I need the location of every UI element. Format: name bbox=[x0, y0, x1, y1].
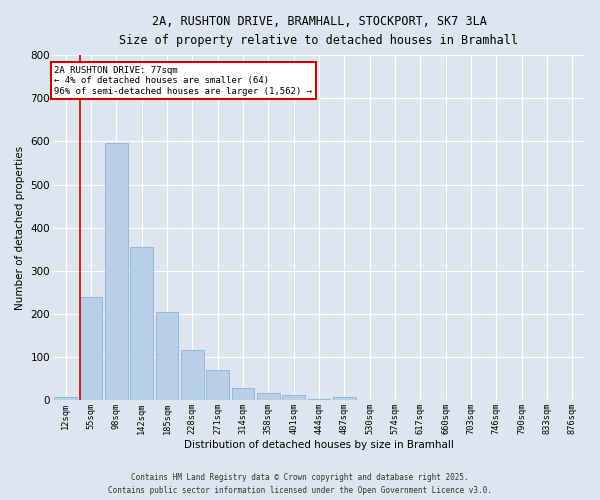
Bar bbox=[105, 142, 128, 400]
Bar bbox=[54, 396, 77, 400]
Y-axis label: Number of detached properties: Number of detached properties bbox=[15, 146, 25, 310]
Bar bbox=[155, 312, 178, 400]
X-axis label: Distribution of detached houses by size in Bramhall: Distribution of detached houses by size … bbox=[184, 440, 454, 450]
Bar bbox=[130, 247, 153, 400]
Bar bbox=[308, 399, 331, 400]
Text: Contains HM Land Registry data © Crown copyright and database right 2025.
Contai: Contains HM Land Registry data © Crown c… bbox=[108, 474, 492, 495]
Bar bbox=[80, 296, 103, 400]
Bar bbox=[257, 393, 280, 400]
Bar bbox=[333, 396, 356, 400]
Bar bbox=[282, 394, 305, 400]
Title: 2A, RUSHTON DRIVE, BRAMHALL, STOCKPORT, SK7 3LA
Size of property relative to det: 2A, RUSHTON DRIVE, BRAMHALL, STOCKPORT, … bbox=[119, 15, 518, 47]
Bar bbox=[181, 350, 204, 400]
Bar bbox=[206, 370, 229, 400]
Text: 2A RUSHTON DRIVE: 77sqm
← 4% of detached houses are smaller (64)
96% of semi-det: 2A RUSHTON DRIVE: 77sqm ← 4% of detached… bbox=[54, 66, 312, 96]
Bar bbox=[232, 388, 254, 400]
